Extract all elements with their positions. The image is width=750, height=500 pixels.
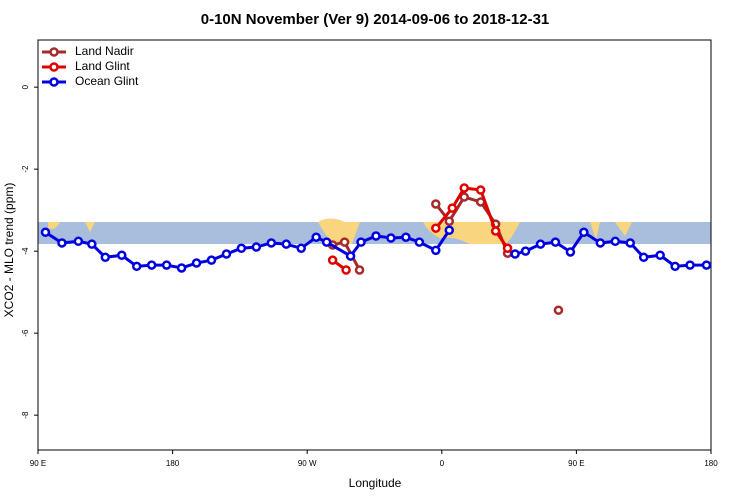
data-point [176,263,187,273]
data-point [131,261,142,272]
data-point [281,239,292,249]
data-point [414,237,425,247]
data-point [502,243,513,254]
data-point [685,260,695,270]
x-tick-label: 90 E [30,459,46,468]
data-point [386,233,396,243]
data-point [625,238,635,248]
x-tick-label: 90 E [568,459,584,468]
data-point [87,239,97,249]
data-point [565,247,576,257]
y-tick-label: -8 [21,411,30,419]
legend-label: Land Nadir [75,44,134,58]
legend-label: Ocean Glint [75,74,139,88]
data-point [520,246,531,256]
data-point [459,192,469,202]
data-point [579,227,589,238]
data-point [444,216,455,226]
data-point [638,252,649,263]
data-point [447,203,458,213]
y-tick-label: -4 [21,247,30,255]
data-point [431,199,441,209]
y-tick-label: -2 [21,165,30,173]
data-point [356,237,366,247]
data-point [371,231,381,241]
data-point [553,305,564,315]
data-point [100,252,111,263]
data-point [117,250,127,260]
data-point [40,227,51,238]
chart-title: 0-10N November (Ver 9) 2014-09-06 to 201… [201,11,550,28]
data-point [535,239,546,249]
data-point [354,265,365,275]
y-axis-label: XCO2 - MLO trend (ppm) [2,183,16,318]
data-point [655,250,665,260]
data-point [595,238,606,248]
data-point [339,237,350,247]
data-point [341,265,351,275]
data-point [345,251,356,261]
data-point [670,261,680,272]
data-point [510,249,520,259]
legend-marker [49,77,59,87]
data-point [191,258,202,268]
data-point [610,236,621,247]
data-point [296,243,306,254]
data-point [73,236,84,247]
x-tick-label: 180 [704,459,718,468]
series-line [44,229,451,270]
data-point [321,237,332,247]
data-point [401,232,411,242]
data-point [327,255,338,265]
data-point [206,255,217,265]
data-point [490,226,501,236]
data-point [57,238,67,248]
data-point [444,225,455,235]
data-point [266,238,277,248]
data-point [431,245,441,256]
data-point [221,249,232,259]
x-tick-label: 180 [166,459,180,468]
plot-frame [37,39,712,451]
y-tick-label: 0 [21,84,30,89]
data-point [475,185,486,195]
data-point [459,183,469,193]
legend-label: Land Glint [75,59,130,73]
y-tick-label: -6 [21,329,30,337]
data-point [251,242,262,252]
x-axis-label: Longitude [349,476,402,490]
x-tick-label: 0 [440,459,445,468]
data-point [146,260,157,270]
data-point [550,237,561,247]
x-tick-label: 90 W [298,459,317,468]
data-point [161,260,172,270]
data-point [431,223,441,233]
data-point [311,232,321,242]
data-point [701,260,712,270]
legend-marker [49,47,59,57]
data-point [236,243,247,254]
legend-marker [49,62,59,72]
